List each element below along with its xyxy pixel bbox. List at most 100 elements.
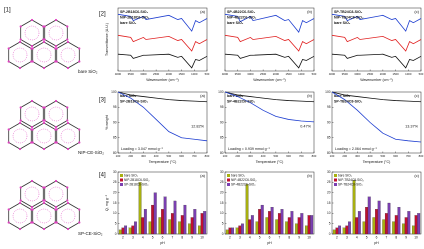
x-tick-label: 100: [223, 154, 228, 158]
x-tick-label: 2000: [273, 72, 280, 76]
y-tick-label: 20: [220, 191, 224, 195]
legend-swatch: [334, 174, 337, 177]
bar: [394, 215, 398, 235]
legend-swatch: [227, 174, 230, 177]
bar: [198, 225, 201, 235]
panel-label: (c): [414, 9, 419, 14]
bar: [384, 213, 388, 235]
legend-label: bare SiO₂: [120, 94, 137, 98]
x-tick-label: 6: [376, 235, 378, 239]
panel-label: (c): [414, 93, 419, 98]
bar: [404, 217, 408, 235]
y-tick-label: 90: [327, 120, 331, 124]
x-tick-label: 5: [259, 235, 261, 239]
bar: [268, 211, 271, 235]
bar: [158, 217, 162, 235]
x-tick-label: 300: [248, 154, 253, 158]
x-tick-label: 3500: [128, 72, 135, 76]
x-tick-label: 1000: [191, 72, 198, 76]
legend-label: bare SiO₂: [120, 21, 137, 25]
series-line: [224, 13, 315, 33]
x-tick-label: 100: [330, 154, 335, 158]
bar: [183, 204, 187, 235]
x-tick-label: 3500: [342, 72, 349, 76]
panel-label: (c): [414, 173, 419, 178]
bar: [352, 180, 356, 235]
x-tick-label: 300: [141, 154, 146, 158]
legend-label: SP-TB24C8-SiO₂: [334, 10, 363, 14]
bar: [225, 229, 229, 235]
series-line: [224, 91, 315, 103]
bar: [188, 223, 191, 235]
x-tick-label: 2000: [380, 72, 387, 76]
x-axis-label: Temperature (°C): [256, 160, 284, 164]
annotation: 12.82%: [191, 125, 205, 129]
x-axis-label: pH: [160, 241, 165, 245]
bar: [290, 211, 294, 235]
bar: [307, 215, 311, 235]
bar: [255, 221, 259, 235]
series-line: [117, 13, 208, 32]
x-tick-label: 1500: [392, 72, 399, 76]
y-tick-label: 5: [329, 222, 331, 226]
panel-label: (a): [200, 9, 206, 14]
x-tick-label: 200: [128, 154, 133, 158]
legend-label: NIP-4B22C6-SiO₂: [227, 15, 257, 19]
x-tick-label: 3500: [235, 72, 242, 76]
annotation: Loading = 3.047 mmol g⁻¹: [121, 147, 164, 151]
x-tick-label: 4: [249, 235, 251, 239]
x-tick-label: 500: [419, 72, 424, 76]
bar: [382, 219, 386, 235]
y-tick-label: 30: [327, 170, 331, 174]
figure-label: [3]: [99, 98, 106, 104]
x-tick-label: 9: [298, 235, 300, 239]
bar: [375, 209, 378, 235]
bar: [357, 211, 361, 235]
bar: [153, 192, 157, 235]
x-tick-label: 4000: [222, 72, 229, 76]
bar: [131, 225, 135, 235]
bar: [280, 209, 284, 235]
bar: [275, 219, 279, 235]
legend-label: NIP-4B22C6-SiO₂: [231, 178, 257, 182]
legend-swatch: [227, 183, 230, 186]
legend-label: NIP-2B18C6-SiO₂: [120, 15, 150, 19]
y-tick-label: 10: [220, 211, 224, 215]
bar: [178, 221, 182, 235]
x-axis-label: Temperature (°C): [149, 160, 177, 164]
legend-label: bare SiO₂: [338, 173, 353, 177]
y-tick-label: 25: [113, 180, 117, 184]
x-axis-label: Wavenumber (cm⁻¹): [360, 78, 393, 82]
bar: [190, 217, 194, 235]
y-tick-label: 95: [220, 105, 224, 109]
x-tick-label: 4: [142, 235, 144, 239]
legend-label: SP-2B18C6-SiO₂: [124, 182, 149, 186]
bar: [362, 221, 366, 235]
y-tick-label: 25: [327, 180, 331, 184]
y-tick-label: 80: [220, 151, 224, 155]
x-tick-label: 2500: [153, 72, 160, 76]
legend-swatch: [227, 178, 230, 182]
x-tick-label: 500: [205, 72, 210, 76]
x-tick-label: 4000: [329, 72, 336, 76]
bar: [238, 225, 242, 235]
bar: [417, 213, 421, 235]
x-axis-label: pH: [374, 241, 379, 245]
x-tick-label: 600: [179, 154, 184, 158]
x-tick-label: 3: [346, 235, 348, 239]
schematic-label: NIP-CE-SiO₂: [78, 150, 104, 155]
bar: [265, 217, 269, 235]
x-tick-label: 6: [269, 235, 271, 239]
bar: [367, 196, 371, 235]
x-tick-label: 3000: [140, 72, 147, 76]
x-tick-label: 5: [152, 235, 154, 239]
figure-label: [1]: [4, 8, 11, 14]
x-tick-label: 500: [167, 154, 172, 158]
x-tick-label: 300: [355, 154, 360, 158]
x-tick-label: 1500: [178, 72, 185, 76]
x-tick-label: 8: [288, 235, 290, 239]
figure-label: [4]: [99, 173, 106, 179]
x-tick-label: 800: [312, 154, 317, 158]
x-tick-label: 200: [235, 154, 240, 158]
